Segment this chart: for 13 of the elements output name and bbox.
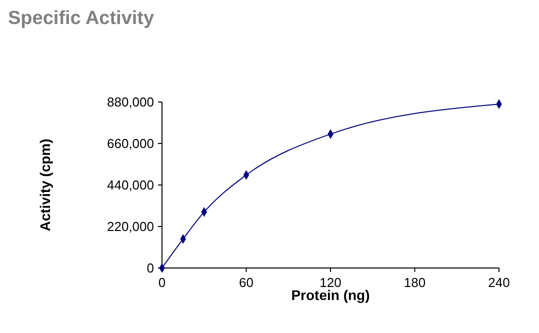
x-axis-title: Protein (ng) bbox=[291, 287, 370, 303]
y-axis-title: Activity (cpm) bbox=[37, 138, 53, 232]
x-tick-label: 240 bbox=[488, 275, 510, 290]
chart-title: Specific Activity bbox=[8, 8, 155, 29]
y-tick-label: 440,000 bbox=[107, 178, 154, 193]
x-tick-label: 0 bbox=[158, 275, 166, 290]
x-tick-label: 60 bbox=[239, 275, 254, 290]
y-tick-label: 220,000 bbox=[107, 219, 154, 234]
y-tick-label: 880,000 bbox=[107, 94, 154, 110]
x-tick-label: 120 bbox=[320, 275, 342, 290]
y-tick-label: 0 bbox=[146, 260, 154, 276]
x-tick-label: 180 bbox=[404, 275, 426, 290]
y-tick-label: 660,000 bbox=[107, 136, 154, 152]
